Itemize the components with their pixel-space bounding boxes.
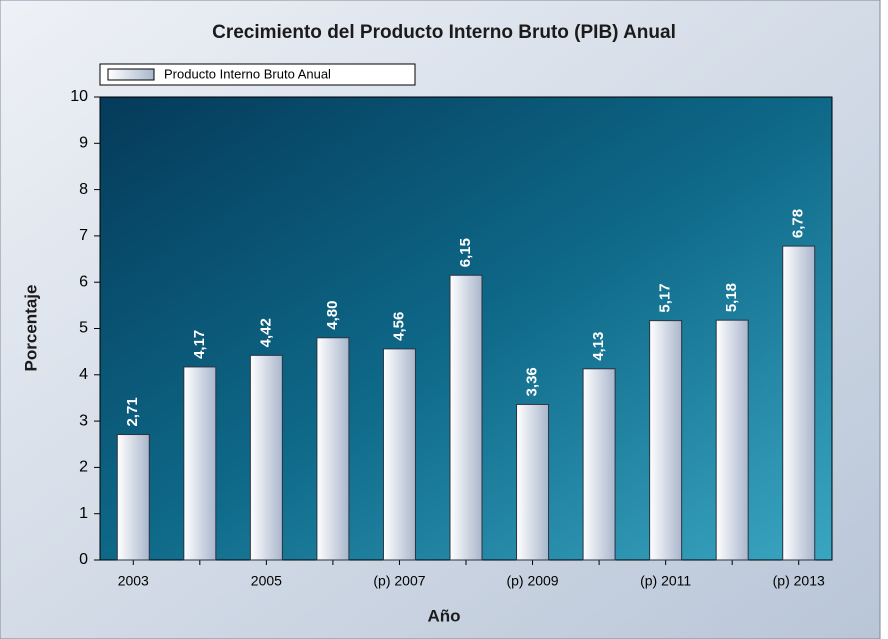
x-tick-label: 2005 [251, 573, 282, 589]
bar [715, 319, 749, 561]
bar [649, 320, 683, 561]
bar [382, 348, 416, 561]
bar [582, 368, 616, 561]
chart-title: Crecimiento del Producto Interno Bruto (… [212, 22, 676, 43]
bar [316, 337, 350, 561]
y-tick-label: 3 [79, 412, 88, 429]
x-tick-label: (p) 2011 [640, 573, 691, 589]
y-tick-label: 1 [79, 505, 88, 522]
y-tick-label: 7 [79, 227, 88, 244]
legend-swatch [107, 68, 155, 81]
x-tick-label: 2003 [118, 573, 149, 589]
y-tick-label: 10 [70, 88, 88, 105]
bar [183, 366, 217, 561]
y-tick-label: 4 [79, 366, 88, 383]
value-label: 4,56 [390, 312, 407, 341]
x-tick-label: (p) 2009 [506, 573, 558, 589]
value-label: 6,78 [790, 209, 807, 238]
value-label: 2,71 [124, 397, 141, 426]
value-label: 4,42 [257, 318, 274, 347]
y-tick-label: 8 [79, 181, 88, 198]
y-tick-label: 0 [79, 551, 88, 568]
y-tick-label: 2 [79, 459, 88, 476]
bar [516, 403, 550, 561]
value-label: 4,17 [191, 330, 208, 359]
value-label: 6,15 [457, 238, 474, 267]
value-label: 3,36 [524, 367, 541, 396]
y-tick-label: 9 [79, 135, 88, 152]
bar [116, 434, 150, 561]
bar [249, 354, 283, 561]
bar [782, 245, 816, 561]
bar [449, 274, 483, 561]
y-tick-label: 6 [79, 273, 88, 290]
legend-label: Producto Interno Bruto Anual [164, 66, 331, 81]
x-tick-label: (p) 2007 [373, 573, 425, 589]
value-label: 4,80 [324, 301, 341, 330]
y-axis-label: Porcentaje [21, 285, 40, 372]
x-tick-label: (p) 2013 [773, 573, 825, 589]
value-label: 5,17 [657, 283, 674, 312]
legend [99, 63, 416, 86]
y-tick-label: 5 [79, 320, 88, 337]
x-axis-label: Año [427, 606, 460, 625]
value-label: 5,18 [723, 283, 740, 312]
value-label: 4,13 [590, 332, 607, 361]
